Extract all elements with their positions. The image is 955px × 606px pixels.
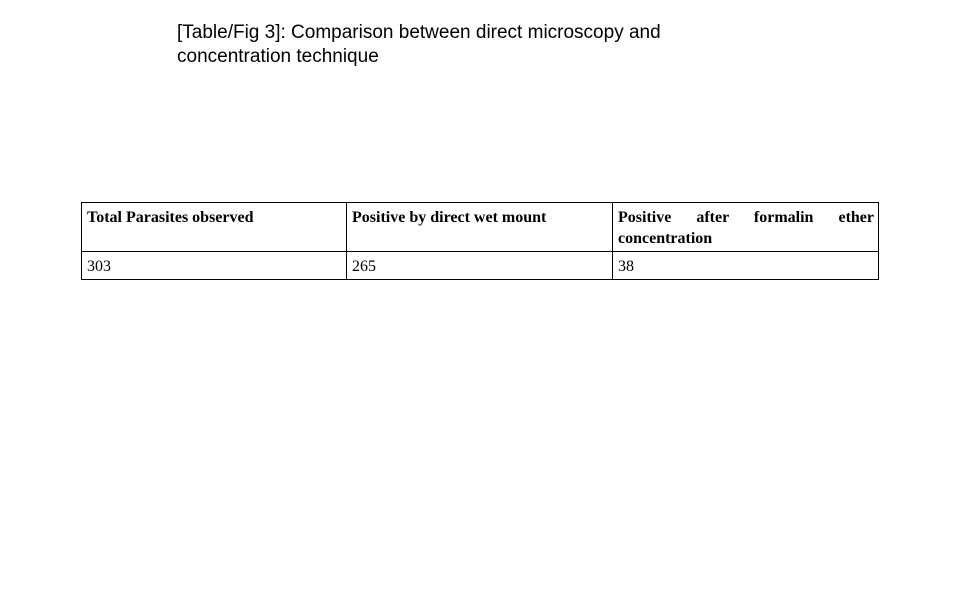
cell-total-parasites: 303 — [81, 251, 347, 280]
header-formalin-ether: Positive after formalin ether concentrat… — [612, 202, 879, 252]
table-header-row: Total Parasites observed Positive by dir… — [81, 202, 879, 252]
header-total-parasites: Total Parasites observed — [81, 202, 347, 252]
table-row: 303 265 38 — [81, 251, 879, 280]
cell-direct-wet-mount: 265 — [346, 251, 613, 280]
cell-formalin-ether: 38 — [612, 251, 879, 280]
header-direct-wet-mount: Positive by direct wet mount — [346, 202, 613, 252]
comparison-table: Total Parasites observed Positive by dir… — [81, 202, 879, 280]
figure-caption: [Table/Fig 3]: Comparison between direct… — [177, 22, 661, 67]
